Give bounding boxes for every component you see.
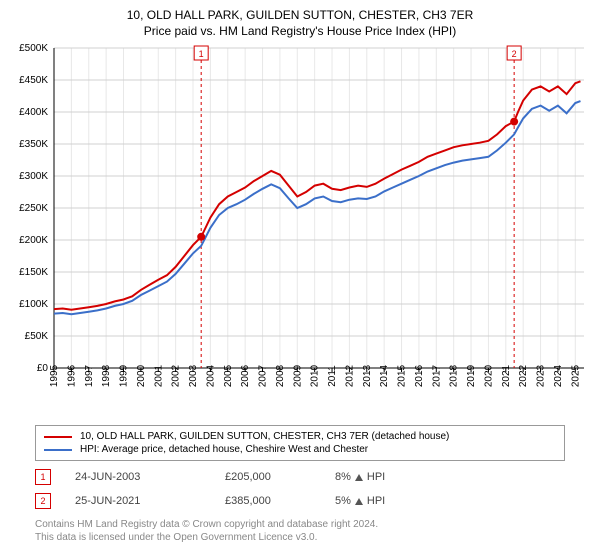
svg-text:2005: 2005 [223, 364, 234, 387]
svg-text:2022: 2022 [518, 364, 529, 387]
marker-index-box: 1 [35, 469, 51, 485]
marker-index-box: 2 [35, 493, 51, 509]
footer-line1: Contains HM Land Registry data © Crown c… [35, 518, 378, 531]
marker-dot-1 [197, 233, 205, 241]
svg-text:2025: 2025 [570, 364, 581, 387]
legend-swatch [44, 449, 72, 451]
svg-text:2001: 2001 [153, 364, 164, 387]
svg-text:2024: 2024 [553, 364, 564, 387]
svg-text:£0: £0 [37, 363, 49, 374]
marker-price: £205,000 [225, 471, 335, 483]
svg-text:2013: 2013 [362, 364, 373, 387]
svg-text:1995: 1995 [49, 364, 60, 387]
chart-svg: £0 £50K £100K £150K £200K £250K £300K £350K £400… [8, 44, 592, 414]
svg-text:2015: 2015 [397, 364, 408, 387]
svg-text:2018: 2018 [449, 364, 460, 387]
marker-row-2: 2 25-JUN-2021£385,0005% HPI [35, 489, 455, 513]
svg-text:2016: 2016 [414, 364, 425, 387]
chart-container: 10, OLD HALL PARK, GUILDEN SUTTON, CHEST… [0, 0, 600, 560]
marker-diff-label: HPI [367, 471, 385, 483]
marker-row-1: 1 24-JUN-2003£205,0008% HPI [35, 465, 455, 489]
svg-text:£350K: £350K [19, 139, 48, 150]
chart-area: £0 £50K £100K £150K £200K £250K £300K £350K £400… [8, 44, 592, 414]
svg-text:£450K: £450K [19, 75, 48, 86]
svg-text:£300K: £300K [19, 171, 48, 182]
svg-text:2023: 2023 [536, 364, 547, 387]
marker-price: £385,000 [225, 495, 335, 507]
legend-item-1: HPI: Average price, detached house, Ches… [44, 443, 556, 456]
svg-text:2012: 2012 [344, 364, 355, 387]
legend-label: HPI: Average price, detached house, Ches… [80, 444, 368, 455]
footer-line2: This data is licensed under the Open Gov… [35, 531, 378, 544]
svg-text:1996: 1996 [66, 364, 77, 387]
svg-text:2003: 2003 [188, 364, 199, 387]
legend: 10, OLD HALL PARK, GUILDEN SUTTON, CHEST… [35, 425, 565, 461]
marker-diff-pct: 5% [335, 495, 351, 507]
marker-date: 24-JUN-2003 [75, 471, 225, 483]
marker-diff-pct: 8% [335, 471, 351, 483]
svg-text:2019: 2019 [466, 364, 477, 387]
marker-diff-label: HPI [367, 495, 385, 507]
svg-text:2014: 2014 [379, 364, 390, 387]
svg-text:£250K: £250K [19, 203, 48, 214]
svg-text:2000: 2000 [136, 364, 147, 387]
svg-text:£100K: £100K [19, 299, 48, 310]
svg-text:2009: 2009 [292, 364, 303, 387]
marker-dot-2 [510, 118, 518, 126]
svg-text:2010: 2010 [310, 364, 321, 387]
marker-diff: 5% HPI [335, 495, 455, 507]
svg-text:2021: 2021 [501, 364, 512, 387]
svg-text:2008: 2008 [275, 364, 286, 387]
legend-item-0: 10, OLD HALL PARK, GUILDEN SUTTON, CHEST… [44, 430, 556, 443]
chart-title: 10, OLD HALL PARK, GUILDEN SUTTON, CHEST… [0, 0, 600, 22]
svg-text:1: 1 [199, 49, 204, 59]
legend-swatch [44, 436, 72, 438]
svg-text:£400K: £400K [19, 107, 48, 118]
arrow-up-icon [355, 498, 363, 505]
svg-text:2017: 2017 [431, 364, 442, 387]
svg-text:2011: 2011 [327, 365, 338, 387]
footer-attribution: Contains HM Land Registry data © Crown c… [35, 518, 378, 544]
marker-date: 25-JUN-2021 [75, 495, 225, 507]
svg-text:£200K: £200K [19, 235, 48, 246]
svg-text:2004: 2004 [205, 364, 216, 387]
chart-subtitle: Price paid vs. HM Land Registry's House … [0, 22, 600, 38]
marker-table: 1 24-JUN-2003£205,0008% HPI 2 25-JUN-2021£38… [35, 465, 455, 513]
svg-text:1998: 1998 [101, 364, 112, 387]
marker-diff: 8% HPI [335, 471, 455, 483]
svg-text:2006: 2006 [240, 364, 251, 387]
svg-text:2: 2 [512, 49, 517, 59]
arrow-up-icon [355, 474, 363, 481]
svg-text:2007: 2007 [258, 364, 269, 387]
svg-text:2002: 2002 [171, 364, 182, 387]
svg-text:1999: 1999 [119, 364, 130, 387]
legend-label: 10, OLD HALL PARK, GUILDEN SUTTON, CHEST… [80, 431, 449, 442]
svg-text:1997: 1997 [84, 364, 95, 387]
svg-text:£50K: £50K [25, 331, 49, 342]
svg-text:2020: 2020 [483, 364, 494, 387]
svg-text:£150K: £150K [19, 267, 48, 278]
svg-text:£500K: £500K [19, 44, 48, 54]
